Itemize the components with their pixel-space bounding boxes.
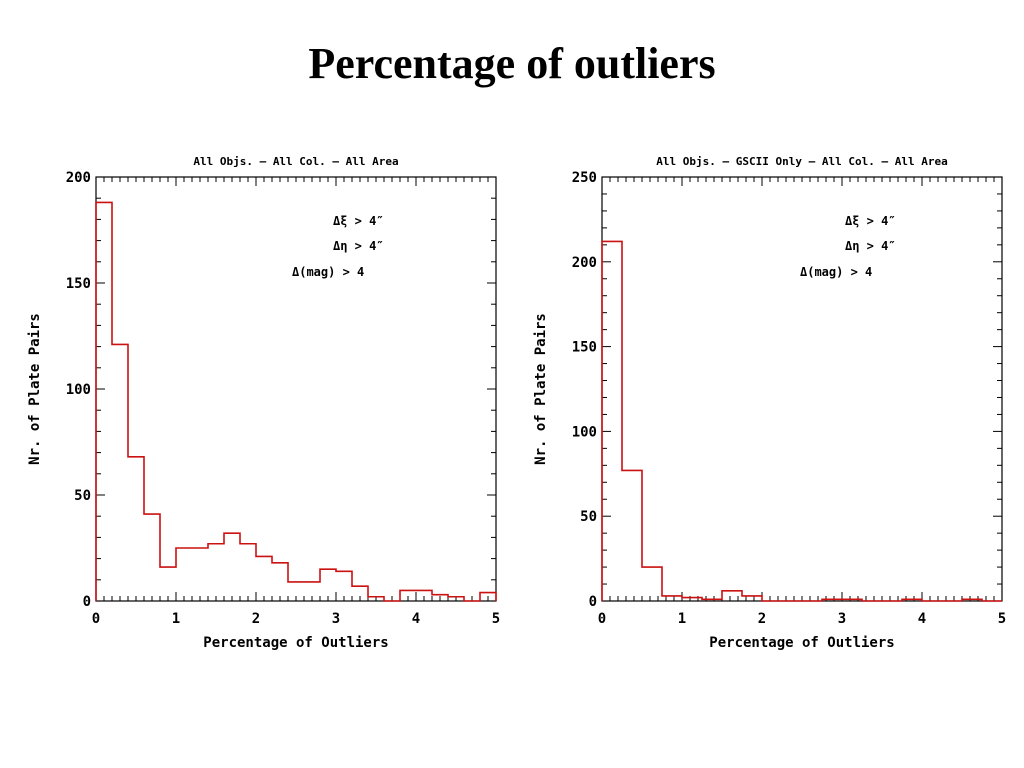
histogram-bin bbox=[416, 590, 432, 601]
x-axis-label: Percentage of Outliers bbox=[709, 635, 894, 651]
y-tick-label: 100 bbox=[572, 424, 597, 440]
histogram-bin bbox=[400, 590, 416, 601]
histogram-bin bbox=[702, 599, 722, 601]
histogram-bin bbox=[112, 344, 128, 601]
y-tick-label: 50 bbox=[580, 509, 597, 525]
histogram-bin bbox=[304, 582, 320, 601]
y-tick-label: 0 bbox=[589, 594, 597, 610]
histogram-bin bbox=[722, 591, 742, 601]
x-tick-label: 1 bbox=[172, 611, 180, 627]
histogram-bin bbox=[144, 514, 160, 601]
histogram-bin bbox=[662, 596, 682, 601]
chart-title: All Objs. – All Col. – All Area bbox=[193, 155, 398, 168]
chart-title: All Objs. – GSCII Only – All Col. – All … bbox=[656, 155, 947, 168]
histogram-bin bbox=[320, 569, 336, 601]
slide-title: Percentage of outliers bbox=[308, 39, 716, 88]
x-tick-label: 3 bbox=[838, 611, 846, 627]
histogram-bin bbox=[96, 202, 112, 601]
histogram-outline bbox=[601, 240, 1002, 602]
x-tick-label: 2 bbox=[252, 611, 260, 627]
histogram-bin bbox=[962, 599, 982, 601]
histogram-outline bbox=[95, 201, 497, 602]
histogram-bin bbox=[192, 548, 208, 601]
histogram-bin bbox=[842, 599, 862, 601]
histogram-bin bbox=[272, 563, 288, 601]
x-tick-label: 3 bbox=[332, 611, 340, 627]
x-tick-label: 4 bbox=[918, 611, 926, 627]
histogram-bin bbox=[742, 596, 762, 601]
x-tick-label: 5 bbox=[998, 611, 1006, 627]
histogram-bin bbox=[682, 598, 702, 601]
histogram-bin bbox=[336, 571, 352, 601]
x-tick-label: 2 bbox=[758, 611, 766, 627]
histogram-bin bbox=[176, 548, 192, 601]
annotation-1: Δξ > 4″ bbox=[333, 214, 384, 228]
histogram-bin bbox=[352, 586, 368, 601]
histogram-bin bbox=[240, 544, 256, 601]
y-axis-label: Nr. of Plate Pairs bbox=[533, 313, 549, 465]
y-tick-label: 250 bbox=[572, 170, 597, 186]
histogram-bin bbox=[432, 595, 448, 601]
x-tick-label: 5 bbox=[492, 611, 500, 627]
annotation-3: Δ(mag) > 4 bbox=[800, 265, 872, 279]
histogram-bin bbox=[256, 556, 272, 601]
y-tick-label: 150 bbox=[572, 340, 597, 356]
x-tick-label: 0 bbox=[92, 611, 100, 627]
histogram-bin bbox=[602, 241, 622, 601]
x-tick-label: 4 bbox=[412, 611, 420, 627]
histogram-bin bbox=[822, 599, 842, 601]
histogram-bin bbox=[902, 599, 922, 601]
histogram-bin bbox=[622, 470, 642, 601]
annotation-2: Δη > 4″ bbox=[845, 239, 896, 253]
histogram-bin bbox=[208, 544, 224, 601]
x-tick-label: 1 bbox=[678, 611, 686, 627]
y-tick-label: 0 bbox=[83, 594, 91, 610]
histogram-bin bbox=[642, 567, 662, 601]
histogram-bin bbox=[368, 597, 384, 601]
histogram-bin bbox=[128, 457, 144, 601]
histogram-bin bbox=[448, 597, 464, 601]
y-axis-label: Nr. of Plate Pairs bbox=[27, 313, 43, 465]
x-axis-label: Percentage of Outliers bbox=[203, 635, 388, 651]
y-tick-label: 200 bbox=[572, 255, 597, 271]
y-tick-label: 50 bbox=[74, 488, 91, 504]
y-tick-label: 150 bbox=[66, 276, 91, 292]
annotation-1: Δξ > 4″ bbox=[845, 214, 896, 228]
x-tick-label: 0 bbox=[598, 611, 606, 627]
y-tick-label: 200 bbox=[66, 170, 91, 186]
histogram-bin bbox=[160, 567, 176, 601]
histogram-bin bbox=[224, 533, 240, 601]
plot-frame bbox=[601, 176, 1003, 602]
y-tick-label: 100 bbox=[66, 382, 91, 398]
histogram-bin bbox=[288, 582, 304, 601]
histogram-bin bbox=[480, 593, 496, 601]
annotation-3: Δ(mag) > 4 bbox=[292, 265, 364, 279]
annotation-2: Δη > 4″ bbox=[333, 239, 384, 253]
